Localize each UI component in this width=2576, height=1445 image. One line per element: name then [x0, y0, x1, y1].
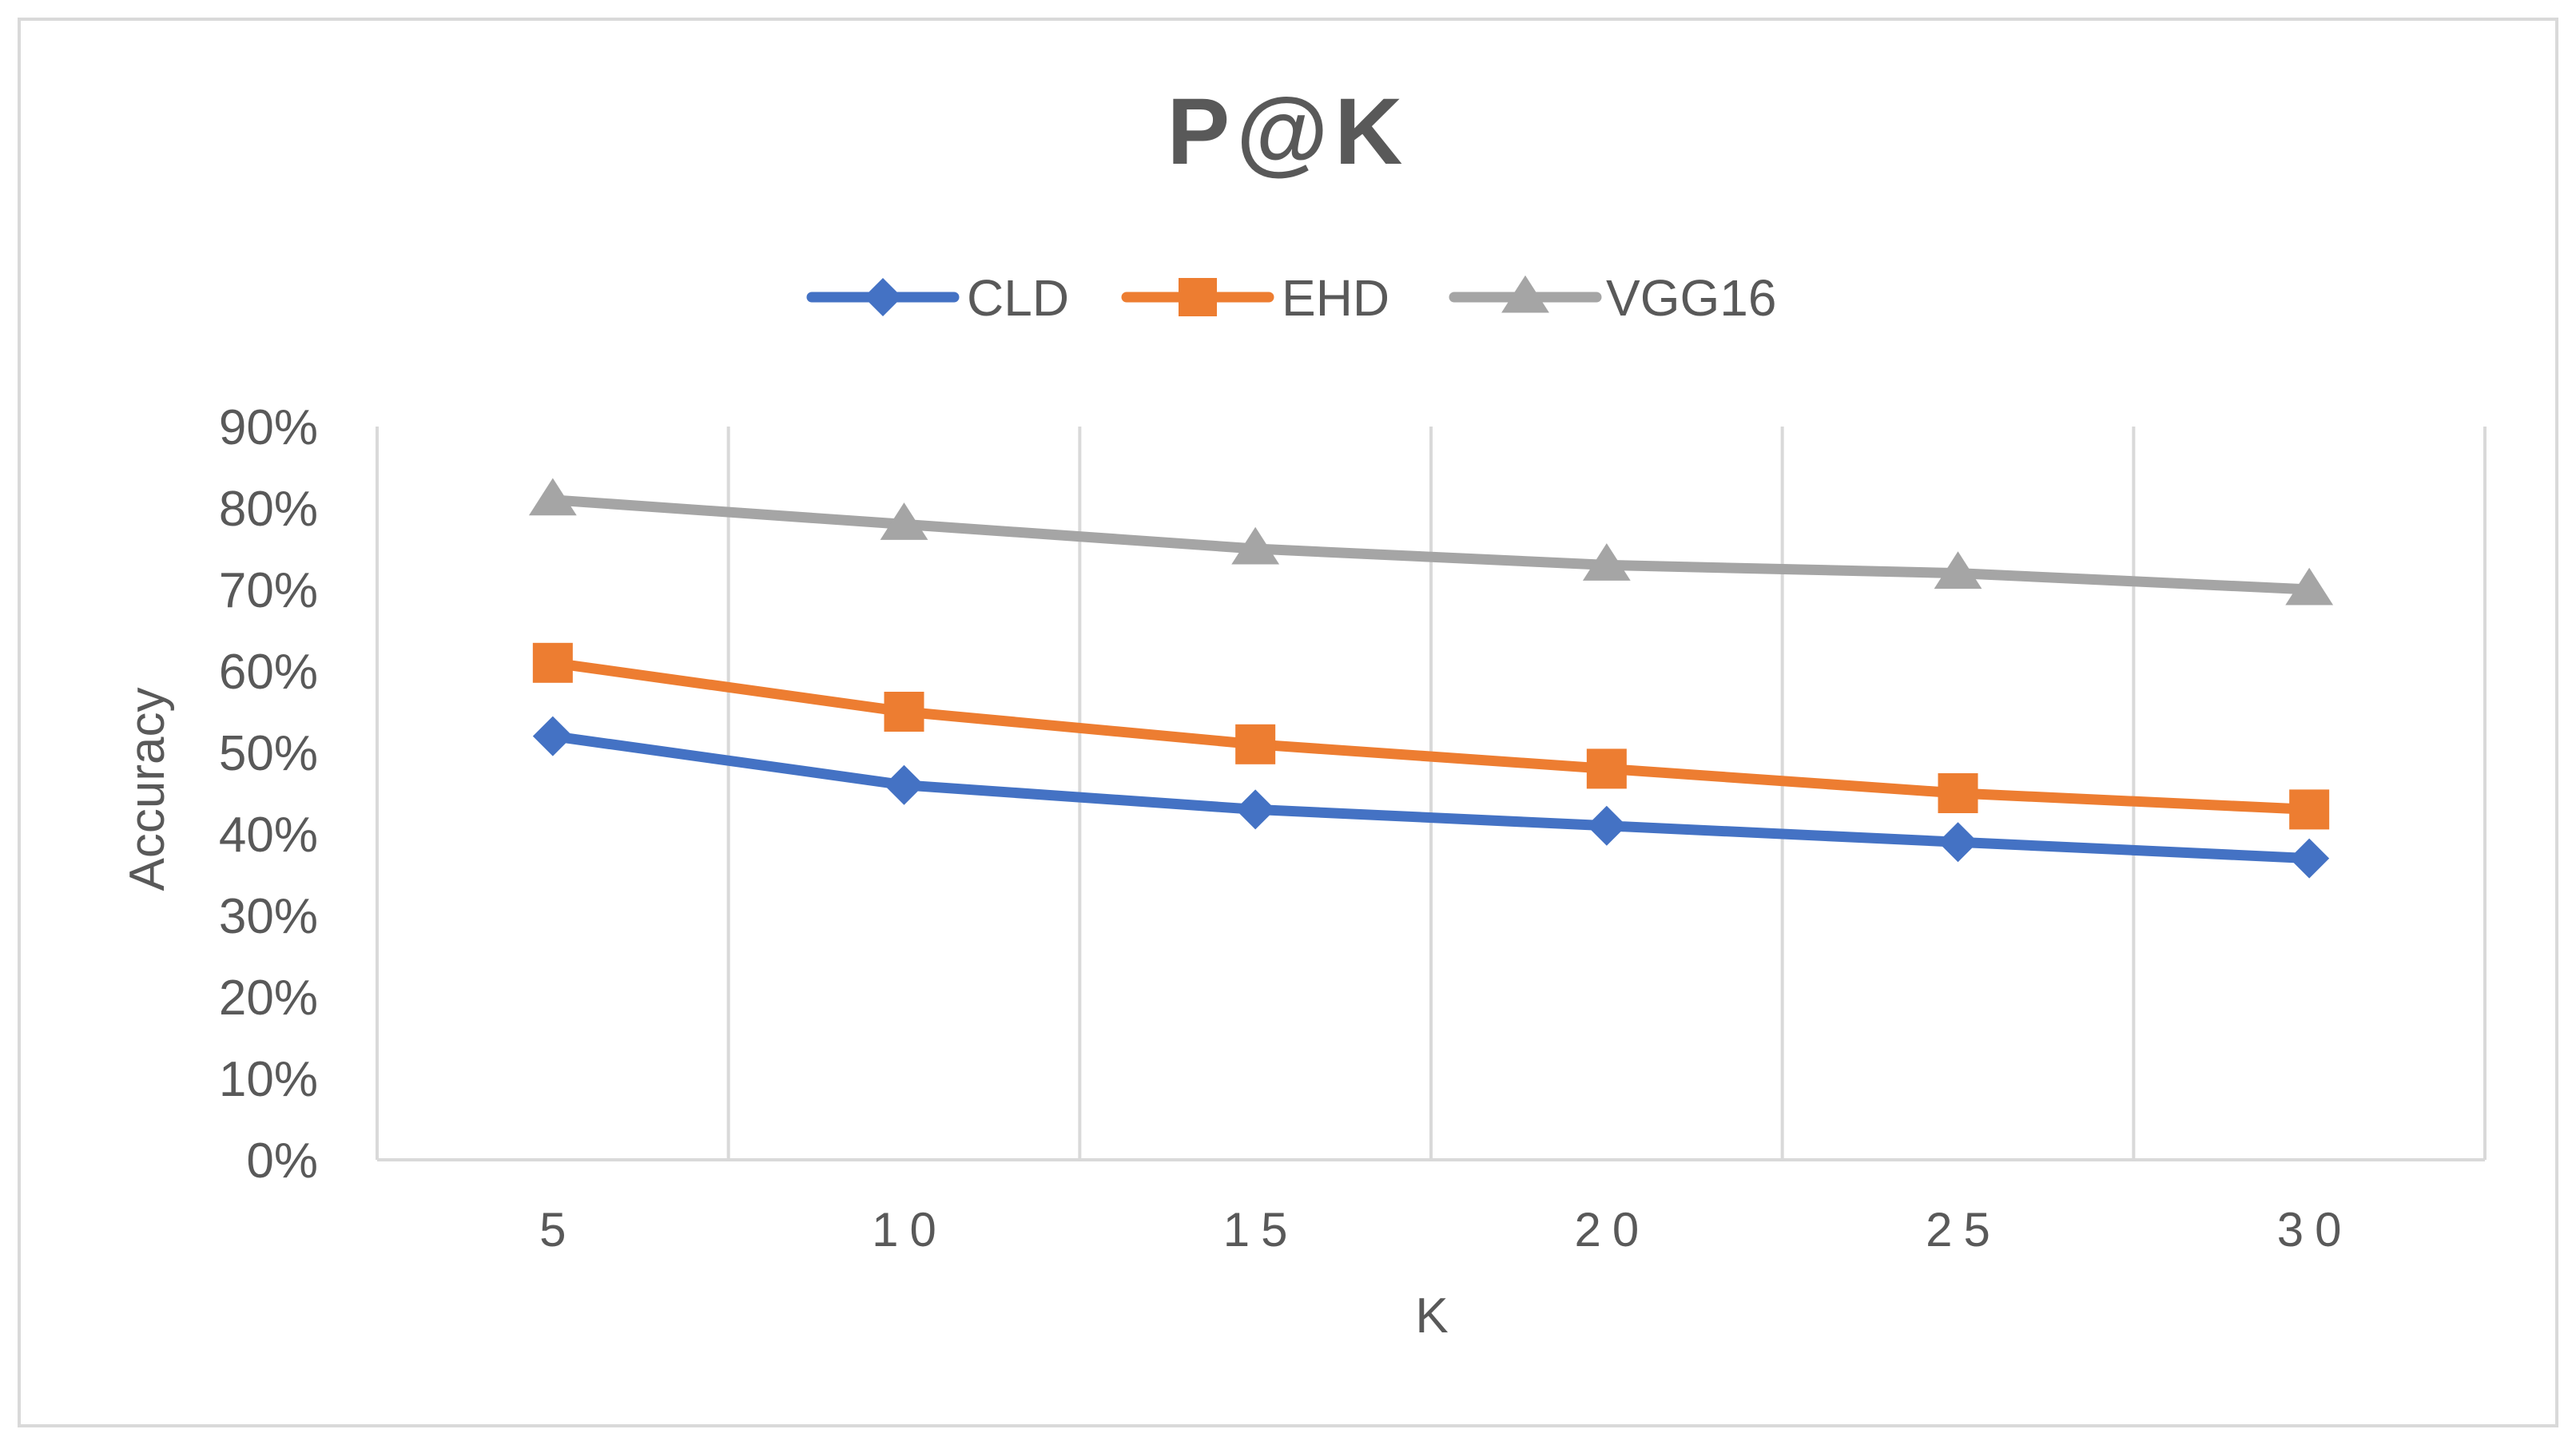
data-point-ehd	[532, 642, 573, 683]
x-tick-label: 5	[539, 1203, 577, 1256]
data-point-ehd	[884, 692, 924, 732]
y-tick-labels: 0% 10% 20% 30% 40% 50% 60% 70% 80% 90%	[219, 400, 318, 1189]
y-tick-label: 30%	[219, 889, 318, 944]
x-tick-labels: 5 10 15 20 25 30	[539, 1203, 2353, 1256]
series-line-vgg16	[547, 494, 2315, 595]
y-tick-label: 10%	[219, 1052, 318, 1107]
y-tick-label: 20%	[219, 971, 318, 1026]
data-point-vgg16	[1582, 543, 1631, 581]
series-line-ehd	[547, 657, 2315, 815]
legend-label-cld: CLD	[967, 269, 1069, 327]
y-tick-label: 40%	[219, 808, 318, 863]
data-point-cld	[1938, 822, 1978, 863]
chart-title: P@K	[1167, 79, 1409, 185]
x-tick-label: 15	[1223, 1203, 1299, 1256]
data-point-ehd	[1586, 748, 1627, 789]
gridlines	[376, 427, 2487, 1160]
data-point-cld	[884, 764, 924, 805]
data-point-ehd	[1938, 773, 1978, 813]
y-tick-label: 70%	[219, 563, 318, 618]
legend-label-ehd: EHD	[1282, 269, 1389, 327]
legend-item-vgg16: VGG16	[1449, 269, 1776, 327]
series-markers	[528, 478, 2334, 879]
data-point-vgg16	[528, 478, 577, 516]
data-point-vgg16	[880, 502, 928, 540]
legend-label-vgg16: VGG16	[1606, 269, 1776, 327]
series-lines	[547, 494, 2315, 864]
legend-item-cld: CLD	[806, 269, 1069, 327]
data-point-vgg16	[1231, 526, 1280, 565]
y-tick-label: 90%	[219, 400, 318, 455]
y-tick-label: 80%	[219, 482, 318, 537]
legend-item-ehd: EHD	[1121, 269, 1389, 327]
y-tick-label: 50%	[219, 726, 318, 781]
data-point-vgg16	[2285, 567, 2334, 605]
y-tick-label: 60%	[219, 645, 318, 700]
x-tick-label: 20	[1574, 1203, 1650, 1256]
x-tick-label: 10	[872, 1203, 948, 1256]
data-point-cld	[1586, 805, 1627, 846]
legend-marker-vgg16	[1501, 275, 1549, 313]
series-line-cld	[547, 731, 2315, 864]
data-point-vgg16	[1934, 551, 1982, 590]
data-point-cld	[1235, 789, 1276, 830]
x-tick-label: 25	[1926, 1203, 2002, 1256]
x-axis-label: K	[1415, 1288, 1448, 1344]
legend-marker-ehd	[1179, 278, 1217, 316]
data-point-cld	[532, 716, 573, 756]
data-point-cld	[2289, 838, 2330, 879]
x-tick-label: 30	[2277, 1203, 2353, 1256]
data-point-ehd	[2289, 789, 2330, 830]
data-point-ehd	[1235, 724, 1276, 764]
y-axis-label: Accuracy	[120, 688, 175, 891]
y-tick-label: 0%	[246, 1133, 318, 1189]
legend: CLD EHD VGG16	[806, 269, 1776, 327]
legend-marker-cld	[864, 278, 902, 316]
